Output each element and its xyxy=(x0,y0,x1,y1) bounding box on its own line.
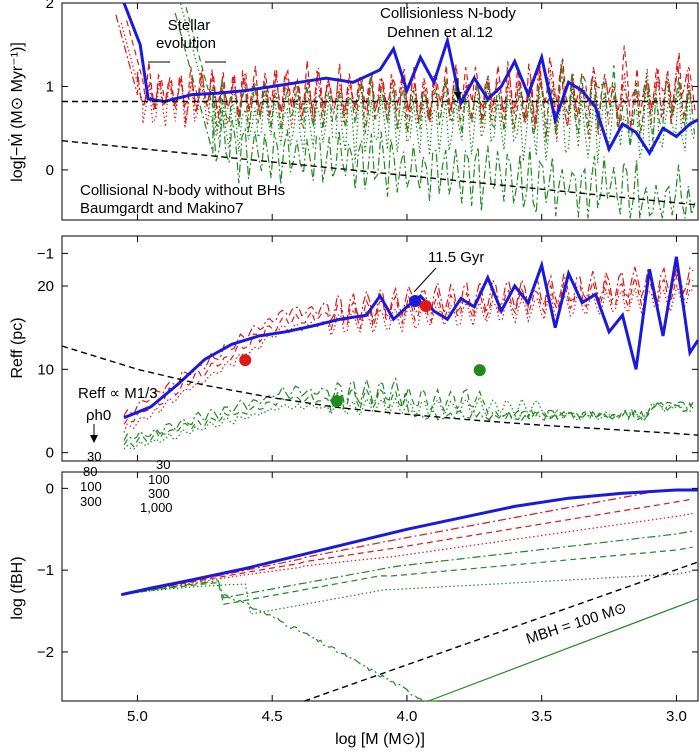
bottom-run-curve xyxy=(121,498,693,596)
bottom-lower-curve xyxy=(428,598,699,702)
series-0-2 xyxy=(61,140,699,206)
legend-red-30: 30 xyxy=(87,449,101,464)
red-marker-a xyxy=(419,300,432,312)
y-tick-label: 0 xyxy=(46,162,54,179)
age-label: 11.5 Gyr xyxy=(428,249,484,266)
top-ylabel: log[−Ṁ (M⊙ Myr⁻¹)] xyxy=(7,42,26,182)
marker-group xyxy=(239,295,486,407)
x-tick-label: 4.0 xyxy=(397,708,418,725)
decorative-simulation-curves xyxy=(115,3,699,702)
legend-green-100: 100 xyxy=(148,472,170,487)
age-pointer xyxy=(413,267,437,293)
y-tick-label: 0 xyxy=(46,445,54,462)
reff-scaling-text: Reff ∝ M1/3 xyxy=(78,385,158,402)
rho-arrowhead xyxy=(90,435,98,443)
x-tick-label: 3.5 xyxy=(531,708,552,725)
top-run-curve xyxy=(180,3,696,163)
bottom-run-curve xyxy=(121,546,693,605)
top-run-curve xyxy=(120,22,694,142)
middle-run-curve xyxy=(123,395,694,450)
legend-blue-80: 80 xyxy=(83,464,97,479)
y-tick-label: 0 xyxy=(46,480,54,497)
legend-red-100: 100 xyxy=(80,479,102,494)
legend-green-300: 300 xyxy=(148,486,170,501)
bottom-run-curve xyxy=(121,530,693,599)
bottom-run-curve xyxy=(121,570,693,615)
bottom-panel-frame xyxy=(61,471,699,702)
bottom-run-curve xyxy=(121,512,693,596)
red-marker-b xyxy=(239,354,252,367)
x-tick-label: 3.0 xyxy=(666,708,687,725)
series-2-1 xyxy=(304,561,699,702)
baumgardt-text: Baumgardt and Makino7 xyxy=(80,200,243,217)
bottom-ylabel: log (fBH) xyxy=(9,556,26,619)
y-tick-label: −1 xyxy=(37,245,54,262)
mbh-label: MBH = 100 M⊙ xyxy=(524,599,629,648)
series-1-1 xyxy=(61,345,699,436)
y-tick-label: −2 xyxy=(37,644,54,661)
y-tick-label: −1 xyxy=(37,562,54,579)
evolution-text: evolution xyxy=(156,35,216,52)
middle-run-curve xyxy=(123,376,694,441)
series-2-0 xyxy=(120,488,698,597)
green-marker-b xyxy=(473,364,486,377)
y-tick-label: 10 xyxy=(37,361,54,378)
bottom-run-curve xyxy=(121,490,693,596)
y-tick-label: 2 xyxy=(46,0,54,12)
x-tick-label: 5.0 xyxy=(127,708,148,725)
main-series-group xyxy=(61,2,700,702)
series-0-0 xyxy=(122,2,699,157)
bottom-falling-curve xyxy=(223,594,440,702)
middle-run-curve xyxy=(123,265,694,417)
legend-green-30: 30 xyxy=(156,457,170,472)
stellar-text: Stellar xyxy=(168,17,211,34)
top-panel-frame xyxy=(61,2,699,221)
middle-run-curve xyxy=(123,283,694,433)
collisionless-arrowhead xyxy=(454,92,462,100)
dehnen-text: Dehnen et al.12 xyxy=(387,24,493,41)
y-tick-label: 20 xyxy=(37,278,54,295)
series-1-0 xyxy=(123,256,700,420)
middle-ylabel: Reff (pc) xyxy=(9,317,26,378)
y-tick-label: 1 xyxy=(46,78,54,95)
green-marker-a xyxy=(330,395,343,407)
blue-marker xyxy=(409,295,422,307)
legend-green-1000: 1,000 xyxy=(140,500,173,515)
collisionless-text: Collisionless N-body xyxy=(380,5,516,22)
x-tick-label: 4.5 xyxy=(262,708,283,725)
legend-red-300: 300 xyxy=(80,494,102,509)
middle-panel-frame xyxy=(61,235,699,462)
bottom-xlabel: log [M (M⊙)] xyxy=(335,731,425,748)
rho-label: ρh0 xyxy=(86,407,111,424)
top-run-curve xyxy=(126,20,696,135)
top-run-curve xyxy=(174,12,696,219)
middle-run-curve xyxy=(123,385,694,448)
top-run-curve xyxy=(185,7,696,147)
collisional-text: Collisional N-body without BHs xyxy=(80,182,285,199)
